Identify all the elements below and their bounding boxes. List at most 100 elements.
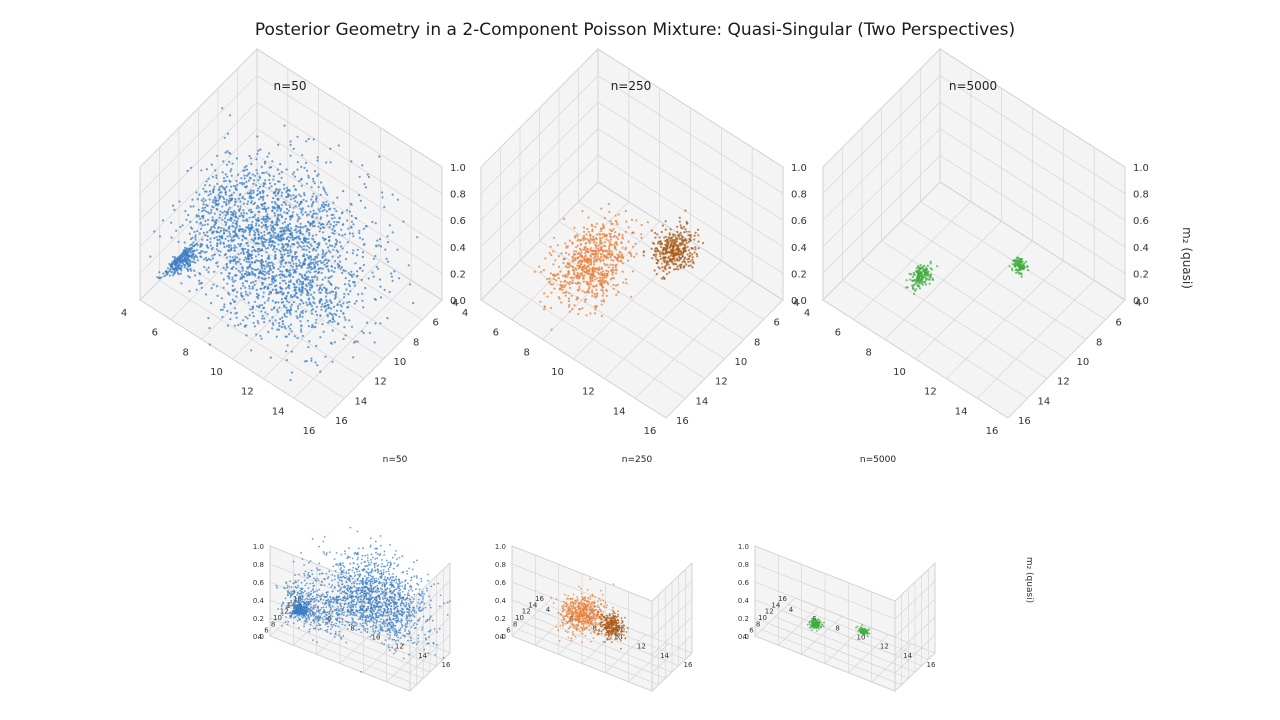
data-point <box>401 585 404 587</box>
data-point <box>597 252 600 255</box>
data-point <box>302 302 305 305</box>
data-point <box>261 270 265 273</box>
data-point <box>229 311 233 314</box>
data-point <box>583 246 587 249</box>
z-tick-label: 0.0 <box>1133 296 1149 307</box>
data-point <box>620 260 623 263</box>
data-point <box>375 265 378 268</box>
data-point <box>936 265 939 268</box>
data-point <box>575 246 578 249</box>
data-point <box>238 258 241 261</box>
data-point <box>635 219 638 222</box>
data-point <box>559 284 562 287</box>
data-point <box>222 196 225 199</box>
data-point <box>307 174 310 177</box>
data-point <box>428 595 430 598</box>
data-point <box>372 620 375 623</box>
data-point <box>633 255 636 258</box>
data-point <box>390 275 393 278</box>
data-point <box>301 233 305 236</box>
data-point <box>417 583 420 586</box>
data-point <box>370 634 373 637</box>
data-point <box>602 300 606 303</box>
data-point <box>256 135 259 138</box>
data-point <box>558 297 561 300</box>
z-tick-label: 0.4 <box>1133 243 1149 254</box>
data-point <box>410 588 412 590</box>
data-point <box>333 207 336 210</box>
y-tick-label: 4 <box>1135 298 1141 309</box>
data-point <box>391 638 394 641</box>
data-point <box>316 276 319 279</box>
data-point <box>406 632 408 635</box>
data-point <box>277 243 280 246</box>
data-point <box>552 278 556 281</box>
data-point <box>581 266 584 269</box>
data-point <box>240 242 243 245</box>
data-point <box>228 197 231 200</box>
data-point <box>280 226 284 230</box>
data-point <box>231 197 234 200</box>
data-point <box>360 614 363 616</box>
data-point <box>166 272 169 275</box>
data-point <box>663 236 666 239</box>
data-point <box>378 594 381 597</box>
data-point <box>193 258 196 261</box>
data-point <box>590 247 593 250</box>
data-point <box>364 621 366 624</box>
data-point <box>207 266 210 269</box>
data-point <box>216 238 219 242</box>
data-point <box>214 199 217 202</box>
z-tick-label: 0.2 <box>791 269 807 280</box>
data-point <box>595 222 598 225</box>
data-point <box>257 149 260 152</box>
data-point <box>179 261 182 264</box>
data-point <box>382 614 385 616</box>
data-point <box>289 154 292 157</box>
data-point <box>685 241 688 244</box>
data-point <box>594 278 597 281</box>
data-point <box>271 277 274 280</box>
data-point <box>559 270 562 273</box>
data-point <box>285 186 288 189</box>
data-point <box>327 204 330 208</box>
data-point <box>654 249 657 252</box>
data-point <box>189 220 192 223</box>
data-point <box>149 255 152 258</box>
data-point <box>333 232 336 235</box>
data-point <box>380 569 382 572</box>
data-point <box>317 253 320 256</box>
data-point <box>188 259 191 262</box>
data-point <box>187 248 190 251</box>
data-point <box>277 214 280 217</box>
data-point <box>337 605 339 608</box>
data-point <box>583 291 586 294</box>
data-point <box>408 594 411 597</box>
data-point <box>292 271 295 274</box>
data-point <box>372 275 375 278</box>
data-point <box>553 287 556 290</box>
data-point <box>654 231 657 235</box>
data-point <box>338 315 341 318</box>
data-point <box>360 562 363 565</box>
data-point <box>369 625 372 628</box>
data-point <box>247 258 250 261</box>
data-point <box>313 247 316 250</box>
data-point <box>615 268 618 271</box>
data-point <box>362 583 364 586</box>
data-point <box>359 574 362 576</box>
data-point <box>216 265 219 268</box>
data-point <box>343 326 346 329</box>
data-point <box>668 251 671 254</box>
data-point <box>586 283 589 286</box>
data-point <box>348 556 351 558</box>
data-point <box>375 551 377 554</box>
data-point <box>605 294 608 297</box>
data-point <box>173 208 176 211</box>
data-point <box>380 576 383 578</box>
data-point <box>367 175 370 179</box>
data-point <box>288 309 291 312</box>
data-point <box>560 285 563 288</box>
data-point <box>606 281 609 284</box>
data-point <box>376 595 379 597</box>
